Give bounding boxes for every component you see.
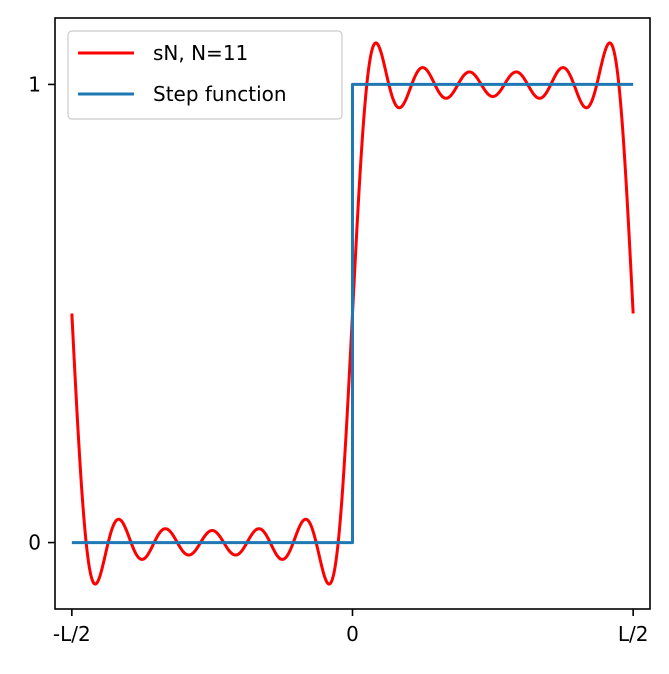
x-tick-label: L/2 xyxy=(618,622,649,646)
plot-series xyxy=(70,41,635,586)
legend-label: sN, N=11 xyxy=(153,41,248,65)
legend-box xyxy=(67,30,343,120)
x-tick-label: 0 xyxy=(346,622,359,646)
y-tick-label: 1 xyxy=(28,72,41,96)
y-tick-label: 0 xyxy=(28,531,41,555)
series-line-step-function xyxy=(71,82,634,545)
x-tick-label: -L/2 xyxy=(53,622,91,646)
plot-area xyxy=(70,41,635,586)
legend: sN, N=11 Step function xyxy=(67,30,343,120)
axes: -L/2 0 L/2 0 1 xyxy=(28,17,651,646)
legend-label: Step function xyxy=(153,82,287,106)
